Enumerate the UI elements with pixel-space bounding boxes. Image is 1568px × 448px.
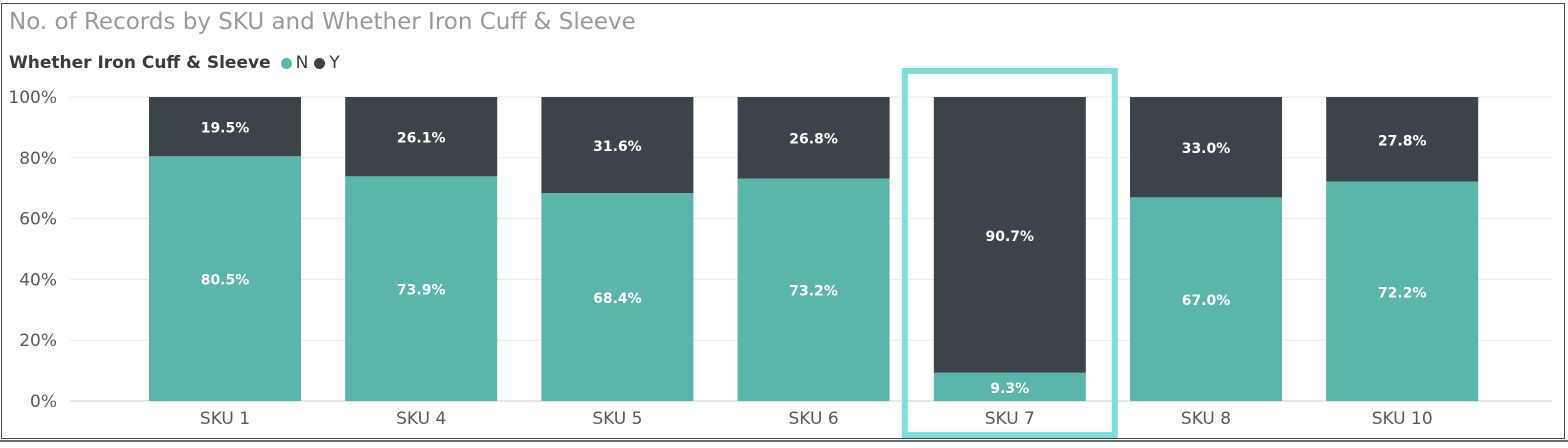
- x-tick-label: SKU 1: [200, 409, 250, 429]
- bar-segment-y: [345, 97, 498, 177]
- data-label: 80.5%: [201, 273, 250, 289]
- legend-title: Whether Iron Cuff & Sleeve: [9, 53, 271, 73]
- y-tick-label: 80%: [19, 149, 57, 169]
- chart-frame: [1, 3, 1565, 439]
- legend: Whether Iron Cuff & Sleeve N Y: [9, 53, 346, 73]
- bar-segment-y: [933, 97, 1086, 373]
- bar-segment-y: [541, 97, 694, 194]
- data-label: 90.7%: [986, 229, 1035, 245]
- data-label: 31.6%: [593, 139, 642, 155]
- bar-segment-n: [345, 176, 498, 401]
- bar-segment-y: [1130, 97, 1282, 198]
- data-label: 72.2%: [1378, 285, 1427, 301]
- data-label: 33.0%: [1182, 141, 1231, 157]
- data-label: 26.1%: [397, 131, 446, 147]
- data-label: 67.0%: [1182, 293, 1231, 309]
- legend-label-n: N: [295, 53, 309, 73]
- data-label: 68.4%: [593, 291, 642, 307]
- x-tick-label: SKU 4: [396, 409, 446, 429]
- x-tick-label: SKU 5: [592, 409, 642, 429]
- legend-item-y[interactable]: Y: [314, 53, 340, 73]
- y-tick-label: 0%: [30, 392, 57, 412]
- legend-dot-n-icon: [280, 57, 292, 69]
- bar-segment-n: [541, 193, 694, 401]
- y-tick-label: 100%: [8, 88, 57, 108]
- y-tick-label: 60%: [19, 210, 57, 230]
- data-label: 73.2%: [789, 284, 838, 300]
- bar-segment-n: [149, 156, 301, 401]
- bar-segment-n: [933, 372, 1086, 401]
- highlight-box: [901, 68, 1118, 438]
- y-tick-label: 20%: [19, 331, 57, 351]
- data-label: 73.9%: [397, 283, 446, 299]
- x-tick-label: SKU 8: [1181, 409, 1231, 429]
- x-tick-label: SKU 7: [985, 409, 1035, 429]
- bar-segment-y: [737, 97, 890, 179]
- legend-item-n[interactable]: N: [280, 53, 309, 73]
- bar-segment-y: [149, 97, 301, 157]
- bar-segment-n: [1130, 197, 1282, 401]
- bottom-rule: [0, 440, 1568, 448]
- bar-segment-n: [1326, 181, 1479, 401]
- legend-dot-y-icon: [314, 57, 326, 69]
- bar-segment-n: [737, 178, 890, 401]
- y-tick-label: 40%: [19, 270, 57, 290]
- x-tick-label: SKU 6: [789, 409, 839, 429]
- chart-title: No. of Records by SKU and Whether Iron C…: [9, 9, 636, 35]
- data-label: 27.8%: [1378, 133, 1427, 149]
- bar-segment-y: [1326, 97, 1479, 182]
- data-label: 9.3%: [990, 381, 1029, 397]
- x-tick-label: SKU 10: [1372, 409, 1433, 429]
- legend-label-y: Y: [329, 53, 340, 73]
- data-label: 19.5%: [201, 121, 250, 137]
- data-label: 26.8%: [789, 132, 838, 148]
